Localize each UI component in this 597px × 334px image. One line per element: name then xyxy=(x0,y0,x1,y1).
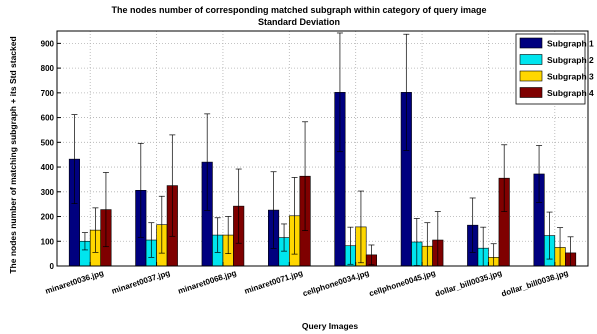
x-tick-label: cellphone0034.jpg xyxy=(302,268,371,298)
y-tick-label: 700 xyxy=(41,89,55,98)
legend-swatch xyxy=(519,37,543,49)
legend-label: Subgraph 2 xyxy=(547,55,594,65)
legend-swatch xyxy=(519,70,543,82)
chart-title: The nodes number of corresponding matche… xyxy=(111,5,486,15)
bars xyxy=(68,92,577,267)
grid-lines xyxy=(57,31,588,266)
legend: Subgraph 1 Subgraph 2 Subgraph 3 Subgraph 4 xyxy=(515,33,594,105)
x-tick-label: dollar_bill0038.jpg xyxy=(500,268,569,298)
y-tick-label: 800 xyxy=(41,64,55,73)
legend-swatch xyxy=(519,54,543,65)
x-tick-label: minaret0071.jpg xyxy=(243,268,304,295)
y-axis-label: The nodes number of matching subgraph + … xyxy=(8,36,18,273)
x-axis-ticks: minaret0036.jpg minaret0037.jpg minaret006… xyxy=(44,262,570,298)
legend-label: Subgraph 4 xyxy=(547,88,594,98)
y-tick-label: 100 xyxy=(41,237,55,246)
x-axis-label: Query Images xyxy=(302,321,358,331)
y-tick-label: 600 xyxy=(41,114,55,123)
y-tick-label: 400 xyxy=(41,163,55,172)
y-tick-label: 300 xyxy=(41,188,55,197)
legend-label: Subgraph 3 xyxy=(547,72,594,82)
y-tick-label: 500 xyxy=(41,138,55,147)
x-tick-label: minaret0036.jpg xyxy=(44,268,105,295)
plot-frame xyxy=(56,30,589,267)
y-tick-label: 0 xyxy=(50,262,55,271)
y-tick-label: 900 xyxy=(41,39,55,48)
y-tick-label: 200 xyxy=(41,213,55,222)
x-tick-label: cellphone0045.jpg xyxy=(368,268,437,298)
legend-swatch xyxy=(519,87,543,98)
x-tick-label: minaret0037.jpg xyxy=(110,268,171,295)
y-axis-ticks: 0 100 200 300 400 500 600 700 800 900 xyxy=(41,39,61,271)
legend-label: Subgraph 1 xyxy=(547,39,594,49)
chart-subtitle: Standard Deviation xyxy=(258,17,340,27)
error-bars xyxy=(71,32,574,267)
x-tick-label: minaret0068.jpg xyxy=(177,268,238,295)
x-tick-label: dollar_bill0035.jpg xyxy=(434,268,503,298)
